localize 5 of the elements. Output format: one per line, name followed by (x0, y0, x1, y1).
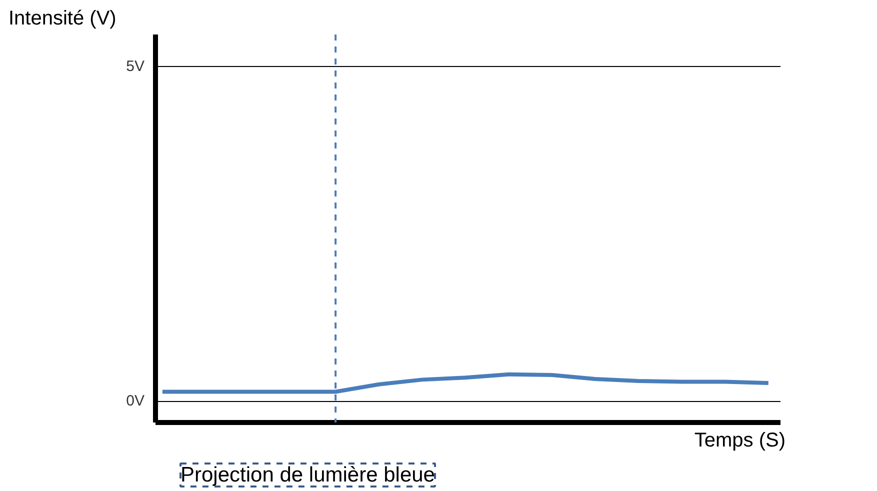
text: Projection de lumière bleue (180, 464, 435, 486)
y-tick-label: 0V (126, 392, 145, 410)
y-tick-label: 5V (126, 58, 145, 76)
x-axis-title: Temps (S) (694, 430, 786, 452)
y-axis-title: Intensité (V) (8, 8, 116, 30)
